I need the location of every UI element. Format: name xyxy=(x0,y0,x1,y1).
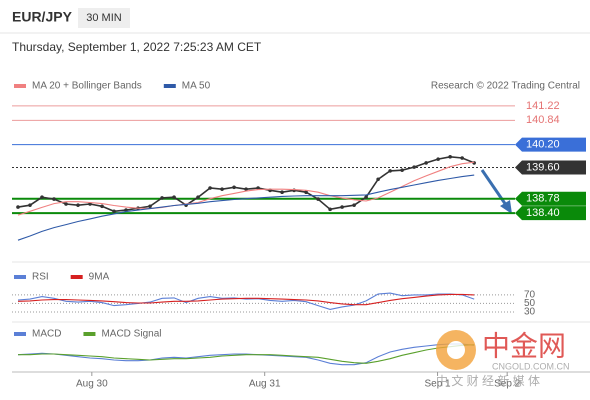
price-point xyxy=(256,186,260,190)
datetime: Thursday, September 1, 2022 7:25:23 AM C… xyxy=(12,40,262,54)
x-tick-label: Aug 31 xyxy=(249,379,281,390)
price-point xyxy=(232,185,236,190)
arrow-head xyxy=(500,200,512,214)
series-line xyxy=(17,343,475,366)
watermark: 中金网 CNGOLD.COM.CN 中 文 财 经 新 媒 体 xyxy=(436,330,570,388)
x-tick-label: Sep 2 xyxy=(494,379,521,390)
legend-swatch xyxy=(70,275,83,279)
y-tick-label: 30 xyxy=(524,307,536,318)
price-point xyxy=(112,209,116,214)
level-label: 139.60 xyxy=(526,161,560,173)
price-point xyxy=(364,195,368,199)
price-point xyxy=(196,195,200,199)
legend-swatch xyxy=(83,332,96,336)
level-label: 140.84 xyxy=(526,114,560,126)
legend-swatch xyxy=(14,275,26,279)
price-point xyxy=(340,205,344,209)
legend-label: MA 50 xyxy=(182,81,211,92)
price-point xyxy=(280,190,284,195)
level-box xyxy=(515,160,586,175)
level-box xyxy=(515,191,586,206)
price-point xyxy=(388,169,392,173)
watermark-site: CNGOLD.COM.CN xyxy=(492,361,570,371)
level-label: 140.20 xyxy=(526,139,560,151)
price-point xyxy=(172,195,176,199)
legend-label: MACD xyxy=(32,329,61,340)
price-point xyxy=(424,161,428,165)
price-point xyxy=(208,186,212,190)
x-tick-label: Aug 30 xyxy=(76,379,108,390)
watermark-tagline: 中 文 财 经 新 媒 体 xyxy=(436,373,540,388)
level-label: 141.22 xyxy=(526,100,560,112)
price-point xyxy=(376,177,380,182)
level-label: 138.40 xyxy=(526,207,560,219)
series-line xyxy=(17,292,475,310)
price-point xyxy=(16,205,20,209)
watermark-name: 中金网 xyxy=(482,330,566,361)
price-point xyxy=(412,165,416,169)
series-line xyxy=(17,293,475,306)
level-box xyxy=(515,137,586,152)
series-line xyxy=(17,174,475,241)
y-tick-label: 50 xyxy=(524,298,536,309)
price-point xyxy=(40,195,44,199)
price-point xyxy=(28,203,32,207)
y-tick-label: 70 xyxy=(524,289,536,300)
price-point xyxy=(76,203,80,207)
price-point xyxy=(448,155,452,159)
legend-swatch xyxy=(14,332,26,336)
source: Research © 2022 Trading Central xyxy=(431,81,580,92)
legend-swatch xyxy=(163,84,176,88)
price-point xyxy=(148,204,152,209)
level-box xyxy=(515,206,586,221)
forecast-arrow xyxy=(480,169,510,209)
price-point xyxy=(244,187,248,191)
interval[interactable]: 30 MIN xyxy=(86,12,122,24)
price-point xyxy=(316,197,320,201)
symbol: EUR/JPY xyxy=(12,9,73,25)
legend-label: 9MA xyxy=(89,272,110,283)
price-point xyxy=(352,203,356,207)
price-point xyxy=(220,187,224,191)
legend-swatch xyxy=(14,84,26,88)
price-point xyxy=(472,161,476,165)
interval-box[interactable] xyxy=(78,8,130,28)
price-point xyxy=(100,204,104,209)
price-point xyxy=(160,196,164,200)
price-point xyxy=(52,197,56,201)
price-point xyxy=(400,168,404,172)
watermark-logo xyxy=(447,341,465,359)
legend-label: MA 20 + Bollinger Bands xyxy=(32,81,142,92)
price-point xyxy=(436,157,440,161)
price-point xyxy=(460,156,464,160)
price-point xyxy=(64,202,68,206)
legend-label: MACD Signal xyxy=(101,329,161,340)
x-tick-label: Sep 1 xyxy=(424,379,451,390)
legend-label: RSI xyxy=(32,272,49,283)
level-label: 138.78 xyxy=(526,193,560,205)
price-point xyxy=(304,190,308,195)
price-point xyxy=(328,207,332,212)
series-line xyxy=(18,344,475,364)
